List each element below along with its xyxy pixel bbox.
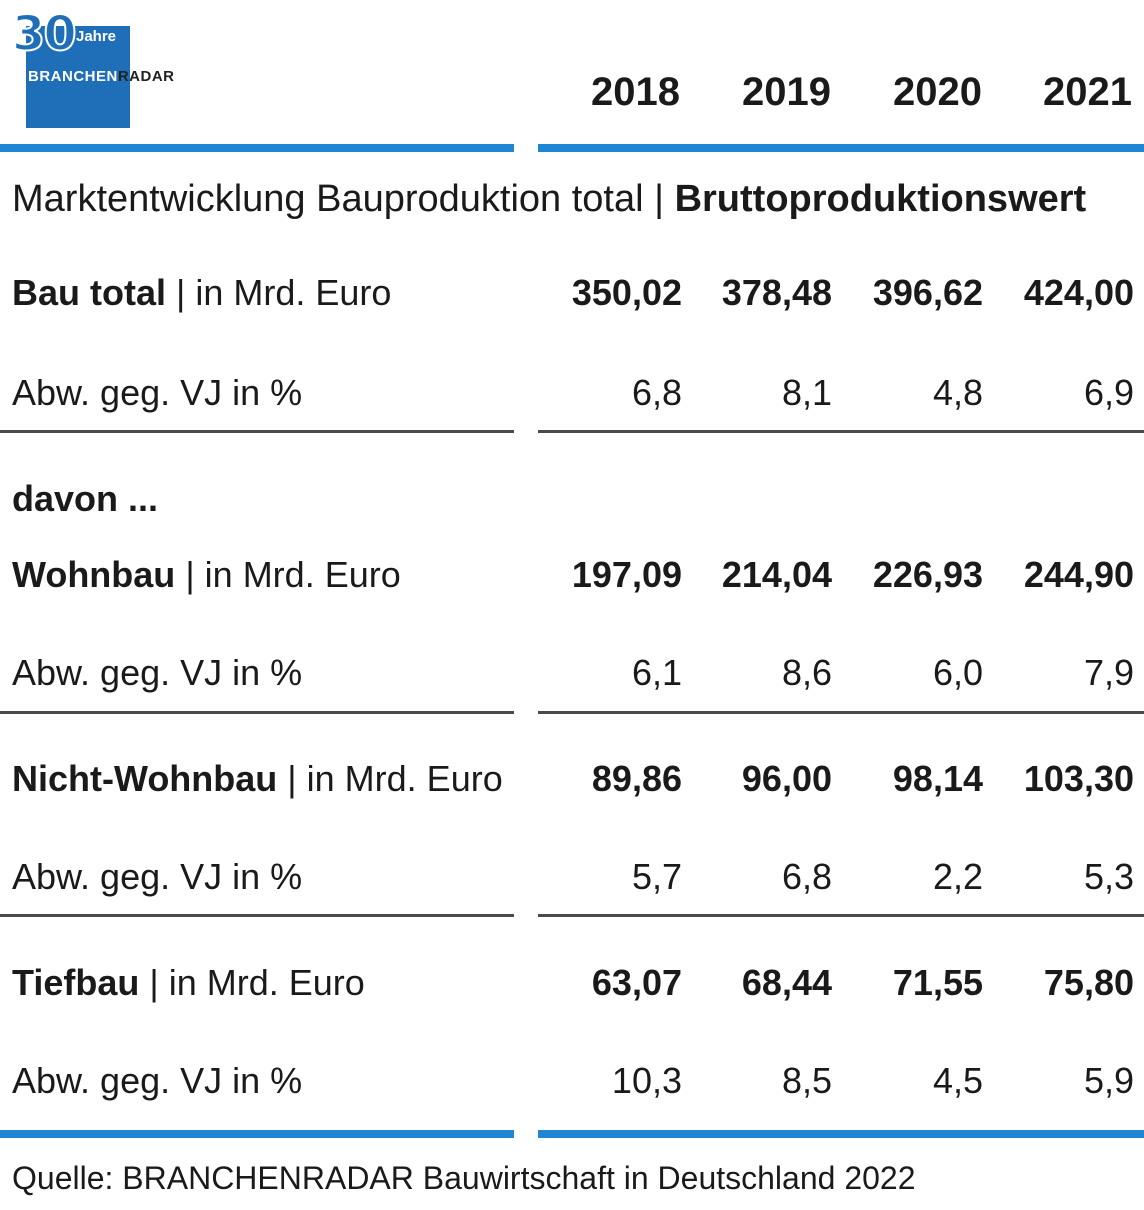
- row-label-bau-total-change: Abw. geg. VJ in %: [12, 372, 303, 413]
- year-header-2018: 2018: [591, 70, 680, 114]
- row-name: Wohnbau: [12, 554, 176, 595]
- row-name: Tiefbau: [12, 962, 140, 1003]
- cell-nicht-wohnbau-change-2019: 6,8: [781, 856, 832, 897]
- cell-tiefbau-2018: 63,07: [591, 962, 682, 1003]
- subtitle-normal: Marktentwicklung Bauproduktion total |: [12, 178, 675, 220]
- row-label-nicht-wohnbau-change: Abw. geg. VJ in %: [12, 856, 303, 897]
- cell-wohnbau-2020: 226,93: [872, 554, 983, 595]
- cell-bau-total-2019: 378,48: [721, 272, 832, 313]
- row-label-tiefbau-change: Abw. geg. VJ in %: [12, 1060, 303, 1101]
- cell-bau-total-change-2020: 4,8: [932, 372, 983, 413]
- row-name: Bau total: [12, 272, 167, 313]
- cell-bau-total-2021: 424,00: [1023, 272, 1134, 313]
- logo-blue-box: [26, 26, 130, 128]
- divider-right: [538, 914, 1144, 917]
- row-name: Nicht-Wohnbau: [12, 758, 278, 799]
- divider-left: [0, 711, 514, 714]
- cell-wohnbau-2019: 214,04: [721, 554, 832, 595]
- cell-tiefbau-2019: 68,44: [741, 962, 832, 1003]
- divider-left: [0, 914, 514, 917]
- row-label-wohnbau-change: Abw. geg. VJ in %: [12, 652, 303, 693]
- divider-right: [538, 711, 1144, 714]
- year-header-2021: 2021: [1043, 70, 1132, 114]
- cell-tiefbau-change-2019: 8,5: [781, 1060, 832, 1101]
- cell-nicht-wohnbau-change-2021: 5,3: [1083, 856, 1134, 897]
- davon-label: davon ...: [12, 478, 158, 520]
- cell-tiefbau-change-2020: 4,5: [932, 1060, 983, 1101]
- branchenradar-logo: 30 Jahre BRANCHENRADAR: [11, 6, 212, 130]
- cell-tiefbau-change-2018: 10,3: [611, 1060, 682, 1101]
- year-header-2020: 2020: [893, 70, 982, 114]
- footer-rule-right: [538, 1130, 1144, 1138]
- divider-left: [0, 430, 514, 433]
- cell-nicht-wohnbau-2018: 89,86: [591, 758, 682, 799]
- row-label-bau-total: Bau total | in Mrd. Euro: [12, 272, 391, 314]
- cell-tiefbau-change-2021: 5,9: [1083, 1060, 1134, 1101]
- cell-tiefbau-2020: 71,55: [892, 962, 983, 1003]
- logo-30: 30: [11, 6, 78, 62]
- logo-jahre: Jahre: [76, 28, 117, 45]
- cell-bau-total-change-2018: 6,8: [631, 372, 682, 413]
- cell-nicht-wohnbau-change-2020: 2,2: [932, 856, 983, 897]
- cell-nicht-wohnbau-2020: 98,14: [892, 758, 983, 799]
- divider-right: [538, 430, 1144, 433]
- cell-wohnbau-change-2020: 6,0: [932, 652, 983, 693]
- cell-bau-total-2020: 396,62: [872, 272, 983, 313]
- cell-wohnbau-change-2018: 6,1: [631, 652, 682, 693]
- cell-wohnbau-2021: 244,90: [1023, 554, 1134, 595]
- row-unit: | in Mrd. Euro: [139, 962, 365, 1003]
- table-subtitle: Marktentwicklung Bauproduktion total | B…: [12, 178, 1086, 221]
- cell-bau-total-2018: 350,02: [571, 272, 682, 313]
- cell-wohnbau-2018: 197,09: [571, 554, 682, 595]
- cell-bau-total-change-2021: 6,9: [1083, 372, 1134, 413]
- cell-nicht-wohnbau-2019: 96,00: [741, 758, 832, 799]
- cell-nicht-wohnbau-change-2018: 5,7: [631, 856, 682, 897]
- header-rule-right: [538, 144, 1144, 152]
- source-note: Quelle: BRANCHENRADAR Bauwirtschaft in D…: [12, 1160, 916, 1196]
- logo-brand: BRANCHENRADAR: [28, 68, 175, 85]
- cell-nicht-wohnbau-2021: 103,30: [1023, 758, 1134, 799]
- row-unit: | in Mrd. Euro: [175, 554, 401, 595]
- logo-brand-part2: RADAR: [117, 68, 175, 85]
- row-unit: | in Mrd. Euro: [277, 758, 503, 799]
- year-header-2019: 2019: [742, 70, 831, 114]
- cell-wohnbau-change-2019: 8,6: [781, 652, 832, 693]
- cell-tiefbau-2021: 75,80: [1043, 962, 1134, 1003]
- cell-wohnbau-change-2021: 7,9: [1083, 652, 1134, 693]
- footer-rule-left: [0, 1130, 514, 1138]
- cell-bau-total-change-2019: 8,1: [781, 372, 832, 413]
- logo-brand-part1: BRANCHEN: [28, 68, 118, 85]
- davon-text: davon ...: [12, 478, 159, 519]
- row-unit: | in Mrd. Euro: [166, 272, 392, 313]
- row-label-wohnbau: Wohnbau | in Mrd. Euro: [12, 554, 401, 596]
- row-label-tiefbau: Tiefbau | in Mrd. Euro: [12, 962, 365, 1004]
- header-rule-left: [0, 144, 514, 152]
- subtitle-bold: Bruttoproduktionswert: [674, 178, 1087, 220]
- row-label-nicht-wohnbau: Nicht-Wohnbau | in Mrd. Euro: [12, 758, 503, 800]
